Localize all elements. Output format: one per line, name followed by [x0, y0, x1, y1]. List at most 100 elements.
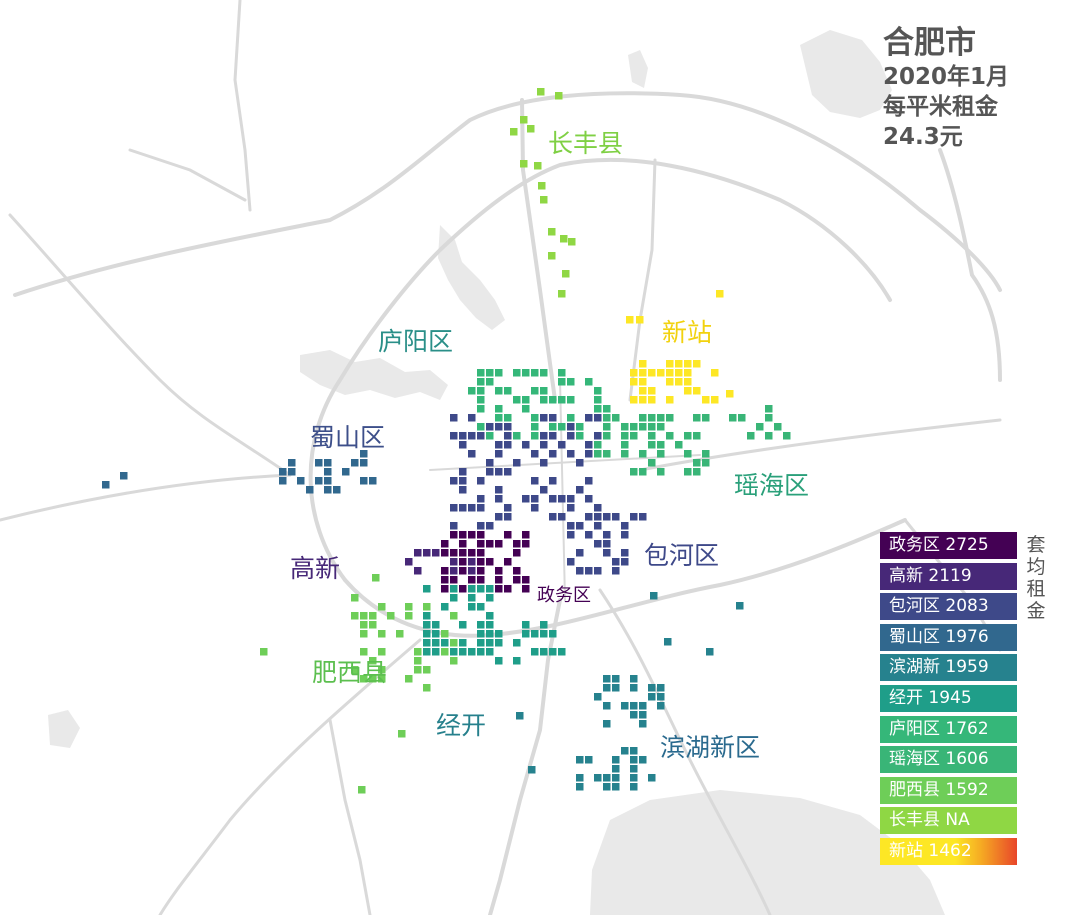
- cell-zhengwu: [477, 558, 485, 566]
- cell-baohe: [558, 513, 566, 521]
- cell-binhu: [603, 702, 611, 710]
- cell-binhu: [639, 756, 647, 764]
- cell-jingkai: [441, 639, 449, 647]
- cell-xinzhan: [666, 378, 674, 386]
- cell-baohe: [540, 459, 548, 467]
- cell-baohe: [576, 567, 584, 575]
- cell-jingkai: [477, 648, 485, 656]
- cell-feixi: [378, 666, 386, 674]
- date-label: 2020年1月: [883, 64, 1010, 90]
- cell-baohe: [549, 450, 557, 458]
- cell-feixi: [369, 675, 377, 683]
- cell-jingkai: [486, 648, 494, 656]
- ring-road: [308, 157, 892, 582]
- cell-gaoxin: [414, 549, 422, 557]
- cell-yaohai: [702, 459, 710, 467]
- diagonal-nw: [8, 213, 292, 477]
- cell-luyang: [468, 387, 476, 395]
- cell-luyang: [549, 423, 557, 431]
- cell-binhu: [650, 592, 658, 600]
- cell-luyang: [495, 405, 503, 413]
- cell-baohe: [567, 504, 575, 512]
- cell-yaohai: [693, 459, 701, 467]
- cell-feixi: [414, 657, 422, 665]
- cell-binhu: [612, 774, 620, 782]
- cell-baohe: [558, 441, 566, 449]
- cell-feixi: [358, 786, 366, 794]
- legend-item-label: 长丰县 NA: [880, 807, 1017, 835]
- cell-zhengwu: [459, 549, 467, 557]
- cell-baohe: [567, 495, 575, 503]
- cell-yaohai: [621, 441, 629, 449]
- cell-shushan: [324, 477, 332, 485]
- cell-jingkai: [450, 648, 458, 656]
- cell-jingkai: [513, 657, 521, 665]
- cell-zhengwu: [459, 558, 467, 566]
- cell-yaohai: [603, 423, 611, 431]
- cell-jingkai: [468, 603, 476, 611]
- cell-luyang: [531, 432, 539, 440]
- cell-jingkai: [486, 639, 494, 647]
- cell-gaoxin: [450, 558, 458, 566]
- cell-zhengwu: [459, 531, 467, 539]
- cell-jingkai: [477, 621, 485, 629]
- cell-feixi: [378, 675, 386, 683]
- cell-baohe: [594, 504, 602, 512]
- cell-binhu: [736, 602, 744, 610]
- cell-jingkai: [477, 603, 485, 611]
- cell-baohe: [576, 459, 584, 467]
- legend-item: 蜀山区 1976: [880, 623, 1017, 655]
- cell-feixi: [450, 612, 458, 620]
- cell-binhu: [657, 684, 665, 692]
- cell-baohe: [504, 513, 512, 521]
- cell-baohe: [621, 549, 629, 557]
- cell-jingkai: [549, 648, 557, 656]
- cell-baohe: [549, 432, 557, 440]
- cell-xinzhan: [626, 316, 634, 324]
- cell-shushan: [306, 486, 314, 494]
- cell-zhengwu: [513, 576, 521, 584]
- cell-jingkai: [486, 621, 494, 629]
- legend-item-label: 高新 2119: [880, 562, 1017, 590]
- small-lake-east: [628, 50, 648, 88]
- cell-luyang: [513, 432, 521, 440]
- cell-gaoxin: [468, 558, 476, 566]
- cell-luyang: [558, 396, 566, 404]
- cell-baohe: [495, 468, 503, 476]
- cell-jingkai: [486, 594, 494, 602]
- cell-yaohai: [666, 414, 674, 422]
- cell-baohe: [549, 513, 557, 521]
- cell-baohe: [504, 432, 512, 440]
- cell-zhengwu: [513, 567, 521, 575]
- cell-baohe: [486, 459, 494, 467]
- cell-yaohai: [648, 414, 656, 422]
- cell-zhengwu: [513, 540, 521, 548]
- cell-yaohai: [756, 423, 764, 431]
- cell-binhu: [639, 711, 647, 719]
- cell-changfeng: [537, 88, 545, 96]
- rent-grid-cells: [102, 88, 791, 794]
- cell-zhengwu: [504, 531, 512, 539]
- cell-baohe: [486, 522, 494, 530]
- cell-zhengwu: [450, 576, 458, 584]
- cell-shushan: [279, 468, 287, 476]
- cell-baohe: [603, 513, 611, 521]
- cell-baohe: [621, 522, 629, 530]
- city-title: 合肥市: [883, 25, 976, 61]
- cell-luyang: [495, 387, 503, 395]
- label-baohe: 包河区: [644, 541, 720, 570]
- cell-baohe: [612, 558, 620, 566]
- cell-binhu: [612, 756, 620, 764]
- cell-luyang: [486, 378, 494, 386]
- cell-yaohai: [630, 423, 638, 431]
- cell-jingkai: [432, 648, 440, 656]
- cell-xinzhan: [657, 369, 665, 377]
- legend-item: 高新 2119: [880, 562, 1017, 594]
- cell-shushan: [315, 459, 323, 467]
- cell-binhu: [612, 675, 620, 683]
- cell-yaohai: [639, 450, 647, 458]
- cell-xinzhan: [726, 390, 734, 398]
- cell-binhu: [630, 774, 638, 782]
- cell-baohe: [504, 441, 512, 449]
